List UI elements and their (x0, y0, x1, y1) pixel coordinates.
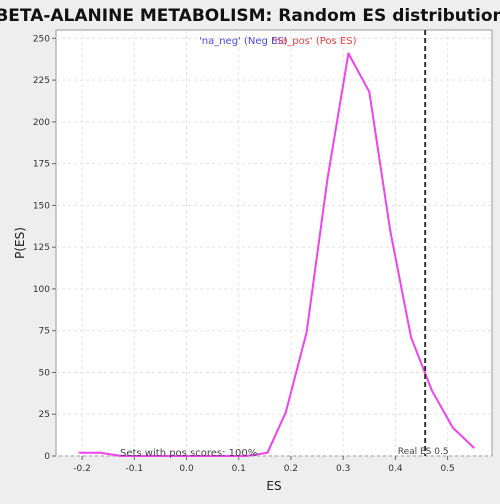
y-tick-label: 0 (44, 452, 50, 462)
es-data-point (430, 389, 433, 392)
es-data-point (389, 229, 392, 232)
es-data-point (203, 455, 206, 457)
grid (56, 30, 492, 457)
es-data-point (78, 451, 81, 454)
y-tick-label: 100 (33, 285, 50, 295)
y-tick-label: 175 (33, 160, 50, 170)
x-axis-label: ES (266, 479, 281, 493)
es-data-point (266, 451, 269, 454)
es-data-point (451, 426, 454, 429)
es-data-point (245, 455, 248, 457)
footnote-pos-scores: Sets with pos scores: 100% (120, 448, 257, 459)
plot-area (55, 29, 493, 457)
y-axis: 0 25 50 75 100 125 150 175 200 225 250 (33, 34, 56, 462)
y-tick-label: 250 (33, 34, 50, 44)
es-data-point (347, 52, 350, 55)
x-tick-label: -0.1 (126, 464, 144, 474)
es-data-point (305, 331, 308, 334)
es-data-point (224, 455, 227, 457)
y-tick-label: 125 (33, 243, 50, 253)
y-axis-label: P(ES) (13, 227, 27, 259)
y-tick-label: 75 (39, 327, 50, 337)
es-data-point (368, 90, 371, 93)
series-layer (78, 52, 475, 457)
es-data-point (284, 411, 287, 414)
x-tick-label: 0.2 (284, 464, 298, 474)
es-data-point (326, 177, 329, 180)
es-distribution-line (79, 52, 475, 457)
y-tick-label: 200 (33, 118, 50, 128)
legend-neg: 'na_neg' (Neg ES) (199, 36, 288, 47)
legend-pos: 'na_pos' (Pos ES) (272, 36, 357, 47)
chart-title: BETA-ALANINE METABOLISM: Random ES distr… (0, 6, 500, 26)
es-data-point (410, 336, 413, 339)
x-axis: -0.2 -0.1 0.0 0.1 0.2 0.3 0.4 0.5 (73, 456, 455, 474)
x-tick-label: 0.0 (179, 464, 194, 474)
es-data-point (141, 455, 144, 457)
x-tick-label: 0.5 (440, 464, 454, 474)
es-data-point (182, 455, 185, 457)
es-data-point (472, 446, 475, 449)
x-tick-label: -0.2 (73, 464, 91, 474)
es-data-point (162, 455, 165, 457)
y-tick-label: 25 (39, 410, 50, 420)
x-tick-label: 0.4 (388, 464, 403, 474)
y-tick-label: 50 (39, 368, 51, 378)
es-data-point (99, 451, 102, 454)
x-tick-label: 0.3 (336, 464, 350, 474)
y-tick-label: 150 (33, 201, 50, 211)
x-tick-label: 0.1 (232, 464, 246, 474)
y-tick-label: 225 (33, 76, 50, 86)
real-es-label: Real ES 0.5 (398, 447, 449, 457)
es-data-point (120, 455, 123, 457)
